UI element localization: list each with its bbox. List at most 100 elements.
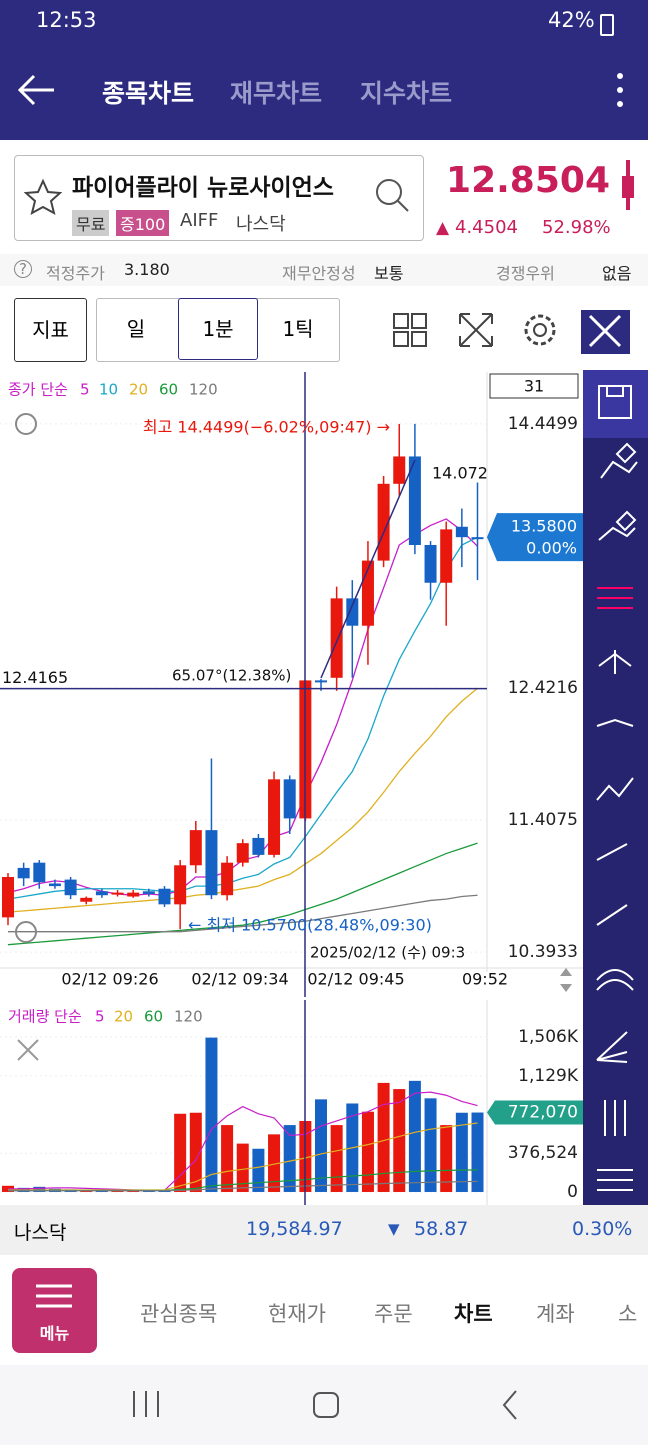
candle-body (393, 456, 406, 484)
volume-bar (189, 1112, 202, 1192)
menu-icon (36, 1284, 72, 1308)
candle-body (33, 862, 46, 883)
info-value: 없음 (602, 264, 632, 283)
legend-entry: 20 (129, 381, 148, 399)
candle-body (95, 891, 108, 896)
crosshair-price: 12.4165 (2, 668, 68, 687)
index-name: 나스닥 (14, 1222, 67, 1244)
x-tick-label: 02/12 09:26 (61, 970, 158, 989)
nav-item[interactable]: 관심종목 (140, 1302, 218, 1326)
more-button[interactable] (610, 70, 630, 110)
candle-body (346, 598, 359, 626)
candle-body (440, 529, 453, 583)
last-price: 13.5800 (511, 517, 577, 536)
ma-line (8, 894, 478, 933)
volume-ma-line (8, 1091, 478, 1191)
volume-badge (487, 1100, 583, 1125)
info-label: 적정주가 (46, 264, 105, 283)
mini-candle-body (622, 176, 634, 198)
volume-bar (252, 1148, 265, 1192)
legend-entry: 60 (144, 1008, 163, 1026)
nav-item[interactable]: 현재가 (268, 1302, 326, 1326)
favorite-star[interactable] (24, 178, 62, 216)
stock-name: 파이어플라이 뉴로사이언스 (72, 175, 334, 201)
zoom-in[interactable] (15, 413, 37, 435)
battery-icon (600, 14, 614, 36)
volume-bar (268, 1134, 281, 1192)
volume-badge-label: 772,070 (508, 1103, 578, 1123)
side-toolbar (583, 370, 648, 1205)
candle-body (189, 830, 202, 866)
candle-body (48, 883, 61, 887)
side-tool-icons[interactable] (583, 370, 648, 1205)
x-tick-label: 02/12 09:34 (191, 970, 288, 989)
system-buttons[interactable] (120, 1385, 540, 1425)
ma-line (7, 518, 478, 896)
help-icon[interactable]: ? (14, 260, 32, 278)
search-button[interactable] (372, 175, 412, 215)
period-button[interactable]: 일 (126, 317, 146, 341)
period-box-label: 31 (524, 377, 544, 396)
legend-label: 종가 단순 (8, 381, 68, 399)
volume-ma-line (8, 1180, 478, 1192)
tab[interactable]: 지수차트 (360, 79, 453, 108)
last-pct: 0.00% (526, 539, 577, 558)
side-note: 14.072 (432, 464, 488, 483)
y-tick-label: 1,129K (518, 1066, 579, 1086)
candle-body (330, 598, 343, 678)
y-tick-label: 1,506K (518, 1027, 579, 1047)
volume-bar (424, 1098, 437, 1192)
nav-item[interactable]: 소 (618, 1302, 638, 1326)
candle-body (315, 680, 327, 683)
scroll-arrows (560, 968, 572, 992)
candle-body (252, 837, 265, 855)
volume-bar (221, 1125, 234, 1192)
legend-entry: 120 (174, 1008, 203, 1026)
info-label: 경쟁우위 (496, 264, 555, 283)
period-button[interactable]: 1틱 (282, 317, 314, 341)
volume-bar (330, 1125, 343, 1192)
trend-line (320, 459, 416, 679)
volume-bar (315, 1099, 327, 1192)
ticker: AIFF (180, 210, 219, 231)
nav-item[interactable]: 차트 (454, 1302, 493, 1326)
tab[interactable]: 재무차트 (230, 79, 323, 108)
nav-item[interactable]: 계좌 (536, 1302, 575, 1326)
volume-bar (236, 1143, 249, 1192)
candle-body (142, 891, 155, 894)
top-bar (0, 0, 648, 140)
crosshair-time: 2025/02/12 (수) 09:3 (310, 944, 465, 962)
y-tick-label: 376,524 (508, 1143, 578, 1163)
nav-item[interactable]: 주문 (374, 1302, 413, 1326)
candle-body (158, 888, 171, 905)
price-chart: 10.3933 11.4075 12.4216 14.4499 종가 단순 5 10 20 60… (0, 372, 583, 997)
index-arrow: ▼ (388, 1220, 400, 1238)
search-box[interactable] (14, 155, 424, 241)
tool-icons[interactable] (390, 310, 630, 354)
zoom-out[interactable] (15, 921, 37, 943)
legend-entry: 120 (189, 381, 218, 399)
period-button[interactable]: 1분 (178, 298, 258, 360)
candle-body (236, 843, 249, 863)
back-button[interactable] (14, 70, 58, 110)
candle-body (127, 892, 140, 897)
battery: 42% (548, 8, 595, 32)
indicator-button[interactable]: 지표 (14, 298, 87, 362)
low-note: ← 최저 10.5700(28.48%,09:30) (188, 916, 432, 935)
close-icon[interactable] (17, 1039, 39, 1061)
menu-button[interactable] (12, 1268, 97, 1353)
index-change: 58.87 (414, 1218, 469, 1240)
change-pct: 52.98% (542, 217, 611, 238)
y-tick-label: 0 (567, 1182, 578, 1202)
tab[interactable]: 종목차트 (102, 79, 195, 108)
side-tool-active[interactable] (583, 370, 648, 438)
candle-body (80, 897, 93, 902)
legend-entry: 5 (80, 381, 90, 399)
x-tick-label: 02/12 09:45 (307, 970, 404, 989)
volume-bar (361, 1111, 374, 1192)
candle-body (17, 867, 30, 879)
menu-label: 메뉴 (39, 1324, 70, 1343)
info-label: 재무안정성 (282, 264, 356, 283)
candle-body (424, 544, 437, 583)
volume-bar (205, 1037, 218, 1192)
